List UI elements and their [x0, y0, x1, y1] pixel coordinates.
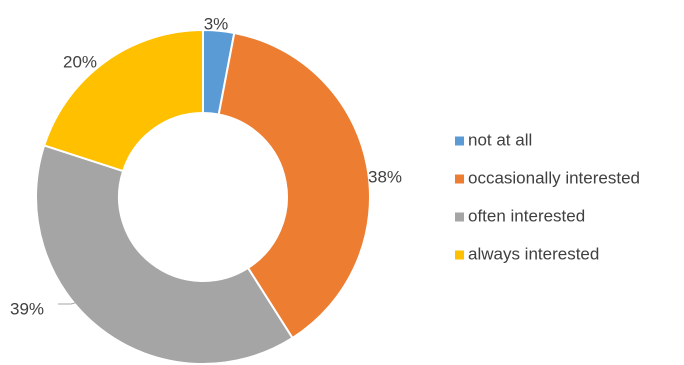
legend-label-often-interested: often interested	[468, 206, 585, 225]
data-labels: 3% 38% 39% 20%	[10, 14, 402, 318]
legend-label-always-interested: always interested	[468, 244, 599, 263]
legend-swatch-not-at-all	[455, 136, 464, 146]
leader-lines	[58, 300, 83, 305]
legend-label-not-at-all: not at all	[468, 130, 532, 149]
legend-swatch-occasionally-interested	[455, 174, 464, 184]
data-label-occasionally-interested: 38%	[368, 167, 402, 186]
legend: not at all occasionally interested often i…	[455, 130, 640, 263]
data-label-always-interested: 20%	[63, 52, 97, 71]
donut-slices	[35, 28, 371, 365]
leader-line-often-interested	[58, 300, 83, 305]
data-label-often-interested: 39%	[10, 299, 44, 318]
slice-occasionally-interested	[217, 31, 371, 340]
data-label-not-at-all: 3%	[204, 14, 229, 33]
legend-swatch-often-interested	[455, 212, 464, 222]
slice-always-interested	[42, 28, 204, 173]
legend-swatch-always-interested	[455, 250, 464, 260]
slice-often-interested	[35, 144, 294, 365]
legend-label-occasionally-interested: occasionally interested	[468, 168, 640, 187]
